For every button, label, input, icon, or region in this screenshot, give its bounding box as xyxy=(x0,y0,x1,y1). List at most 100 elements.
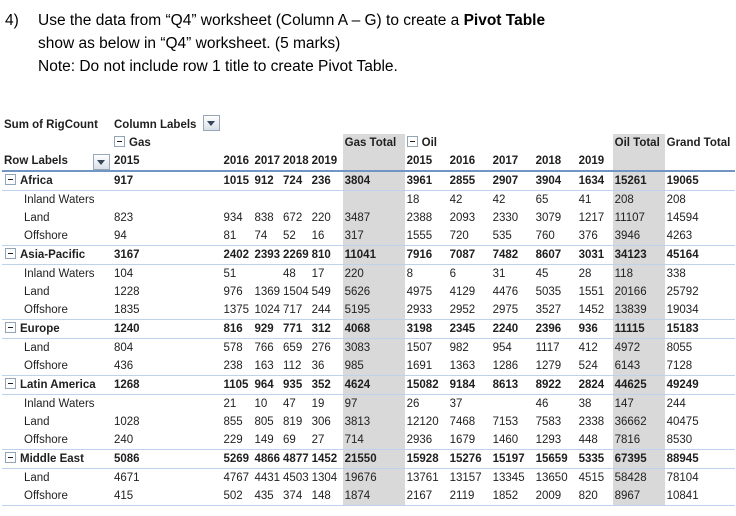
pivot-row-item: Land 823 934 838 672 220 3487 2388 2093 2330 3079 1… xyxy=(2,209,735,227)
collapse-region-icon[interactable] xyxy=(5,452,16,463)
row-label-text: Offshore xyxy=(24,230,68,242)
gas-value-cell: 1228 xyxy=(114,286,140,298)
pivot-row-region: Africa 917 1015 912 724 236 3804 3961 2855 2907 39… xyxy=(2,170,735,191)
collapse-region-icon[interactable] xyxy=(5,248,16,259)
oil-value-cell: 760 xyxy=(535,230,555,242)
oil-value-cell: 1551 xyxy=(578,286,605,298)
oil-total-cell: 36662 xyxy=(612,413,665,431)
oil-value-cell: 2975 xyxy=(492,304,519,316)
oil-value-cell: 2009 xyxy=(533,487,577,506)
gas-total-cell: 985 xyxy=(342,357,405,376)
gas-value-cell xyxy=(281,191,310,210)
gas-value-cell: 112 xyxy=(283,360,302,372)
gas-total-cell: 1874 xyxy=(342,487,405,506)
oil-value-cell: 46 xyxy=(535,398,549,410)
oil-value-cell: 2936 xyxy=(406,434,433,446)
gas-year-header: 2018 xyxy=(281,152,310,172)
oil-value-cell: 4476 xyxy=(492,286,519,298)
empty-header-cell xyxy=(448,134,613,152)
oil-value-cell: 7468 xyxy=(449,416,476,428)
oil-total-cell: 6143 xyxy=(612,357,665,376)
gas-value-cell: 771 xyxy=(281,319,310,339)
gas-value-cell: 220 xyxy=(311,212,331,224)
oil-value-cell: 1286 xyxy=(492,360,519,372)
gas-value-cell: 1105 xyxy=(221,375,253,395)
gas-value-cell: 549 xyxy=(311,286,331,298)
empty-header-cell xyxy=(612,152,665,172)
gas-value-cell: 912 xyxy=(252,170,282,191)
oil-value-cell: 8613 xyxy=(490,375,534,395)
gas-value-cell: 240 xyxy=(114,434,134,446)
pivot-row-item: Land 1028 855 805 819 306 3813 12120 7468 7153 758… xyxy=(2,413,735,431)
collapse-region-icon[interactable] xyxy=(5,174,16,185)
gas-value-cell: 436 xyxy=(114,360,134,372)
oil-value-cell: 448 xyxy=(578,434,598,446)
grand-total-cell: 14594 xyxy=(666,212,699,224)
gas-group-label: Gas xyxy=(129,137,151,149)
row-labels-filter-icon[interactable] xyxy=(93,154,110,169)
gas-value-cell: 804 xyxy=(114,342,134,354)
gas-total-cell: 97 xyxy=(342,394,405,413)
oil-value-cell: 15197 xyxy=(490,449,534,469)
gas-value-cell: 934 xyxy=(223,212,243,224)
oil-value-cell: 7087 xyxy=(447,245,491,265)
column-labels-filter-icon[interactable] xyxy=(203,115,221,131)
gas-value-cell: 1369 xyxy=(254,286,281,298)
oil-value-cell: 3961 xyxy=(404,170,448,191)
oil-value-cell: 1507 xyxy=(406,342,433,354)
oil-value-cell: 8922 xyxy=(533,375,577,395)
oil-value-cell: 1217 xyxy=(578,212,605,224)
gas-value-cell: 21 xyxy=(223,398,237,410)
collapse-region-icon[interactable] xyxy=(5,378,16,389)
oil-value-cell: 7153 xyxy=(492,416,519,428)
oil-value-cell: 3527 xyxy=(535,304,562,316)
oil-year-header: 2018 xyxy=(533,152,577,172)
gas-total-cell: 317 xyxy=(342,227,405,246)
gas-value-cell: 435 xyxy=(252,487,282,506)
gas-value-cell: 149 xyxy=(254,434,274,446)
oil-value-cell: 38 xyxy=(578,398,592,410)
gas-total-cell: 3813 xyxy=(342,413,405,431)
oil-value-cell: 954 xyxy=(492,342,512,354)
gas-value-cell: 935 xyxy=(281,375,310,395)
oil-value-cell: 4975 xyxy=(406,286,433,298)
gas-value-cell: 823 xyxy=(114,212,134,224)
oil-value-cell: 13761 xyxy=(406,472,439,484)
row-label: Inland Waters xyxy=(2,265,112,284)
row-label-text: Middle East xyxy=(20,453,84,465)
oil-value-cell: 2855 xyxy=(447,170,491,191)
oil-value-cell: 15276 xyxy=(447,449,491,469)
collapse-gas-icon[interactable] xyxy=(114,136,125,147)
row-label: Offshore xyxy=(2,227,112,246)
question-line-1-text: Use the data from “Q4” worksheet (Column… xyxy=(38,12,464,29)
collapse-oil-icon[interactable] xyxy=(406,136,418,147)
oil-value-cell: 3079 xyxy=(535,212,562,224)
gas-value-cell: 148 xyxy=(309,487,343,506)
gas-value-cell xyxy=(252,191,281,210)
gas-value-cell: 717 xyxy=(283,304,303,316)
collapse-region-icon[interactable] xyxy=(5,322,16,333)
gas-year-header: 2019 xyxy=(309,152,343,172)
row-labels-cell: Row Labels xyxy=(2,152,112,172)
pivot-row-region: Europe 1240 816 929 771 312 4068 3198 2345 2240 23… xyxy=(2,319,735,339)
gas-value-cell: 2269 xyxy=(281,245,310,265)
gas-total-cell: 220 xyxy=(342,264,405,283)
gas-value-cell: 659 xyxy=(283,342,303,354)
row-label-text: Land xyxy=(24,212,50,224)
oil-value-cell: 5035 xyxy=(535,286,562,298)
gas-value-cell: 10 xyxy=(254,398,268,410)
pivot-row-item: Offshore 436 238 163 112 36 985 1691 1363 1286 127… xyxy=(2,357,735,376)
gas-value-cell: 2393 xyxy=(252,245,282,265)
pivot-row-item: Offshore 240 229 149 69 27 714 2936 1679 1460 1293… xyxy=(2,431,735,450)
pivot-row-item: Inland Waters 21 10 47 19 97 26 37 46 38 147 244 xyxy=(2,394,735,414)
gas-value-cell: 4431 xyxy=(254,472,281,484)
oil-value-cell: 2240 xyxy=(490,319,534,339)
oil-value-cell: 1117 xyxy=(535,342,560,354)
gas-value-cell xyxy=(112,395,221,414)
oil-value-cell: 2345 xyxy=(447,319,491,339)
row-label: Africa xyxy=(2,170,112,191)
gas-value-cell: 1028 xyxy=(114,416,140,428)
oil-year-header: 2015 xyxy=(404,152,448,172)
gas-value-cell: 2402 xyxy=(221,245,253,265)
pivot-header-row-years: Row Labels 2015 2016 2017 2018 2019 2015… xyxy=(2,152,735,172)
